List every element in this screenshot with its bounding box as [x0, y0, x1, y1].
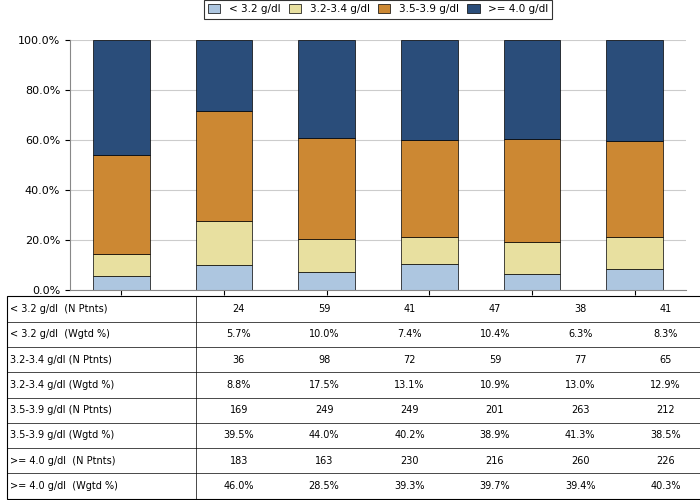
Text: 41: 41 [403, 304, 416, 314]
Bar [196, 112, 252, 221]
Text: 3.2-3.4 g/dl (N Ptnts): 3.2-3.4 g/dl (N Ptnts) [10, 354, 113, 364]
Text: < 3.2 g/dl  (Wgtd %): < 3.2 g/dl (Wgtd %) [10, 330, 111, 340]
Text: 6.3%: 6.3% [568, 330, 592, 340]
Text: 28.5%: 28.5% [309, 481, 340, 491]
Text: 5.7%: 5.7% [226, 330, 251, 340]
Text: 13.0%: 13.0% [565, 380, 596, 390]
Bar [606, 237, 663, 269]
Bar [606, 141, 663, 237]
Bar [298, 239, 355, 272]
Text: 39.3%: 39.3% [394, 481, 425, 491]
Text: 10.9%: 10.9% [480, 380, 510, 390]
Bar [298, 272, 355, 290]
Bar [606, 269, 663, 290]
Bar [196, 40, 252, 112]
Text: 65: 65 [659, 354, 672, 364]
Text: 12.9%: 12.9% [650, 380, 681, 390]
Bar [401, 140, 458, 237]
Text: 169: 169 [230, 405, 248, 415]
Text: 98: 98 [318, 354, 330, 364]
Text: 38.9%: 38.9% [480, 430, 510, 440]
Text: 38.5%: 38.5% [650, 430, 681, 440]
Text: 17.5%: 17.5% [309, 380, 340, 390]
Text: 260: 260 [571, 456, 589, 466]
Text: 72: 72 [403, 354, 416, 364]
Text: 216: 216 [486, 456, 504, 466]
Text: 39.5%: 39.5% [223, 430, 254, 440]
Text: 59: 59 [489, 354, 501, 364]
Text: 183: 183 [230, 456, 248, 466]
Bar [504, 40, 560, 138]
Text: 39.7%: 39.7% [480, 481, 510, 491]
Text: 230: 230 [400, 456, 419, 466]
Bar [504, 274, 560, 290]
Text: 7.4%: 7.4% [398, 330, 421, 340]
Text: 3.5-3.9 g/dl (N Ptnts): 3.5-3.9 g/dl (N Ptnts) [10, 405, 113, 415]
Text: < 3.2 g/dl  (N Ptnts): < 3.2 g/dl (N Ptnts) [10, 304, 108, 314]
Bar [93, 254, 150, 276]
Text: 249: 249 [315, 405, 333, 415]
Text: 41: 41 [659, 304, 672, 314]
Text: 249: 249 [400, 405, 419, 415]
Bar [196, 265, 252, 290]
Text: 201: 201 [486, 405, 504, 415]
Bar [401, 40, 458, 140]
Bar [93, 155, 150, 254]
Text: 24: 24 [232, 304, 245, 314]
Text: >= 4.0 g/dl  (N Ptnts): >= 4.0 g/dl (N Ptnts) [10, 456, 116, 466]
Text: 3.5-3.9 g/dl (Wgtd %): 3.5-3.9 g/dl (Wgtd %) [10, 430, 115, 440]
Text: 13.1%: 13.1% [394, 380, 425, 390]
Bar [298, 138, 355, 239]
Text: 47: 47 [489, 304, 501, 314]
Text: 40.2%: 40.2% [394, 430, 425, 440]
Text: 212: 212 [657, 405, 675, 415]
Text: 263: 263 [571, 405, 589, 415]
Bar [298, 40, 355, 138]
Text: 46.0%: 46.0% [223, 481, 254, 491]
Bar [93, 40, 150, 155]
Bar [504, 242, 560, 274]
Text: 8.8%: 8.8% [227, 380, 251, 390]
Legend: < 3.2 g/dl, 3.2-3.4 g/dl, 3.5-3.9 g/dl, >= 4.0 g/dl: < 3.2 g/dl, 3.2-3.4 g/dl, 3.5-3.9 g/dl, … [204, 0, 552, 18]
Bar [93, 276, 150, 290]
Text: 8.3%: 8.3% [654, 330, 678, 340]
Bar [504, 138, 560, 242]
Text: 39.4%: 39.4% [565, 481, 596, 491]
Text: 3.2-3.4 g/dl (Wgtd %): 3.2-3.4 g/dl (Wgtd %) [10, 380, 115, 390]
Text: >= 4.0 g/dl  (Wgtd %): >= 4.0 g/dl (Wgtd %) [10, 481, 118, 491]
Text: 36: 36 [232, 354, 245, 364]
Text: 38: 38 [574, 304, 587, 314]
Text: 44.0%: 44.0% [309, 430, 340, 440]
Bar [401, 264, 458, 290]
Text: 163: 163 [315, 456, 333, 466]
Text: 59: 59 [318, 304, 330, 314]
Text: 40.3%: 40.3% [650, 481, 681, 491]
Bar [401, 237, 458, 264]
Text: 10.0%: 10.0% [309, 330, 340, 340]
Text: 77: 77 [574, 354, 587, 364]
Text: 10.4%: 10.4% [480, 330, 510, 340]
Text: 41.3%: 41.3% [565, 430, 596, 440]
Text: 226: 226 [657, 456, 675, 466]
Bar [196, 221, 252, 265]
Bar [606, 40, 663, 141]
